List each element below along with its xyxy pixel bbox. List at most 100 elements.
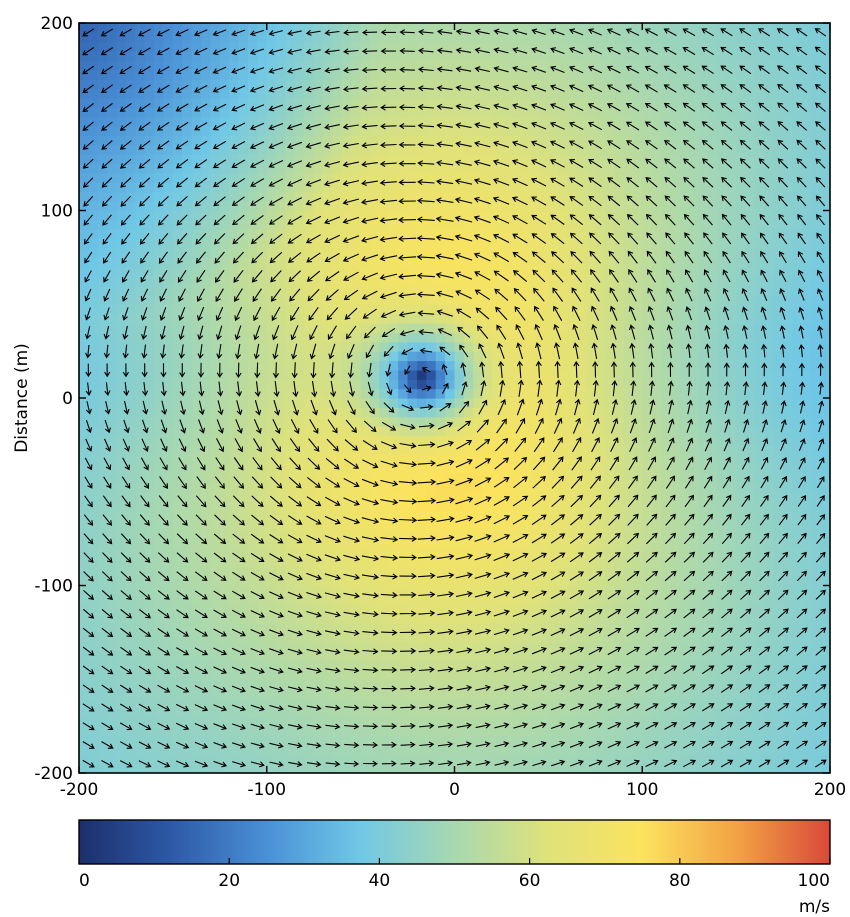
heatmap-cell — [341, 266, 352, 277]
heatmap-cell — [154, 473, 165, 483]
heatmap-cell — [116, 379, 127, 390]
heatmap-cell — [154, 698, 165, 708]
heatmap-cell — [247, 379, 258, 390]
heatmap-cell — [416, 529, 427, 540]
heatmap-cell — [595, 716, 606, 727]
heatmap-cell — [557, 154, 568, 165]
heatmap-cell — [623, 660, 634, 671]
heatmap-cell — [473, 154, 484, 165]
heatmap-cell — [285, 398, 296, 408]
heatmap-cell — [370, 182, 380, 193]
heatmap-cell — [463, 341, 474, 352]
heatmap-cell — [482, 707, 493, 718]
heatmap-cell — [651, 294, 662, 305]
heatmap-cell — [135, 754, 146, 765]
heatmap-cell — [135, 519, 146, 530]
heatmap-cell — [88, 126, 99, 137]
heatmap-cell — [351, 688, 362, 699]
heatmap-cell — [304, 398, 315, 408]
heatmap-cell — [557, 604, 568, 615]
heatmap-cell — [407, 726, 418, 737]
heatmap-cell — [379, 538, 390, 549]
heatmap-cell — [247, 182, 258, 193]
heatmap-cell — [651, 660, 662, 671]
heatmap-cell — [88, 32, 99, 43]
heatmap-cell — [482, 763, 493, 773]
heatmap-cell — [351, 529, 362, 540]
heatmap-cell — [144, 41, 155, 52]
heatmap-cell — [398, 660, 409, 671]
heatmap-cell — [79, 623, 89, 633]
heatmap-cell — [407, 632, 418, 643]
heatmap-cell — [473, 388, 484, 399]
heatmap-cell — [201, 285, 212, 296]
heatmap-cell — [247, 604, 258, 615]
heatmap-cell — [576, 444, 587, 455]
heatmap-cell — [510, 116, 521, 127]
heatmap-cell — [642, 491, 653, 502]
heatmap-cell — [454, 182, 465, 193]
heatmap-cell — [463, 323, 474, 333]
heatmap-cell — [585, 576, 596, 587]
heatmap-cell — [567, 182, 578, 193]
heatmap-cell — [473, 144, 484, 155]
heatmap-cell — [370, 538, 380, 549]
heatmap-cell — [210, 566, 221, 577]
heatmap-cell — [595, 163, 606, 174]
heatmap-cell — [595, 594, 606, 605]
heatmap-cell — [163, 548, 174, 558]
heatmap-cell — [97, 698, 108, 708]
heatmap-cell — [585, 379, 596, 390]
heatmap-cell — [614, 191, 625, 202]
heatmap-cell — [313, 538, 324, 549]
heatmap-cell — [538, 623, 549, 633]
heatmap-cell — [97, 707, 108, 718]
heatmap-cell — [332, 79, 343, 90]
heatmap-cell — [313, 398, 324, 408]
heatmap-cell — [623, 98, 634, 108]
heatmap-cell — [604, 548, 615, 558]
heatmap-cell — [482, 285, 493, 296]
heatmap-cell — [473, 51, 484, 62]
heatmap-cell — [548, 398, 559, 408]
heatmap-cell — [454, 679, 465, 690]
heatmap-cell — [191, 744, 202, 755]
heatmap-cell — [576, 763, 587, 773]
heatmap-cell — [585, 744, 596, 755]
heatmap-cell — [144, 210, 155, 221]
heatmap-cell — [116, 641, 127, 652]
heatmap-cell — [247, 116, 258, 127]
heatmap-cell — [548, 154, 559, 165]
heatmap-cell — [501, 23, 512, 33]
heatmap-cell — [210, 323, 221, 333]
heatmap-cell — [210, 379, 221, 390]
heatmap-cell — [172, 41, 183, 52]
heatmap-cell — [341, 23, 352, 33]
heatmap-cell — [482, 407, 493, 418]
heatmap-cell — [482, 69, 493, 80]
heatmap-cell — [388, 88, 399, 99]
heatmap-cell — [229, 566, 240, 577]
heatmap-cell — [285, 238, 296, 249]
heatmap-cell — [661, 763, 672, 773]
heatmap-cell — [520, 98, 531, 108]
heatmap-cell — [398, 69, 409, 80]
heatmap-cell — [604, 51, 615, 62]
heatmap-cell — [238, 688, 249, 699]
heatmap-cell — [276, 491, 287, 502]
heatmap-cell — [585, 679, 596, 690]
heatmap-cell — [501, 32, 512, 43]
heatmap-cell — [576, 173, 587, 183]
heatmap-cell — [201, 632, 212, 643]
heatmap-cell — [548, 107, 559, 118]
heatmap-cell — [370, 201, 380, 212]
heatmap-cell — [182, 304, 193, 315]
heatmap-cell — [360, 641, 371, 652]
heatmap-cell — [266, 79, 277, 90]
heatmap-cell — [642, 632, 653, 643]
heatmap-cell — [285, 210, 296, 221]
heatmap-cell — [88, 726, 99, 737]
heatmap-cell — [614, 754, 625, 765]
heatmap-cell — [445, 332, 456, 343]
heatmap-cell — [426, 594, 437, 605]
